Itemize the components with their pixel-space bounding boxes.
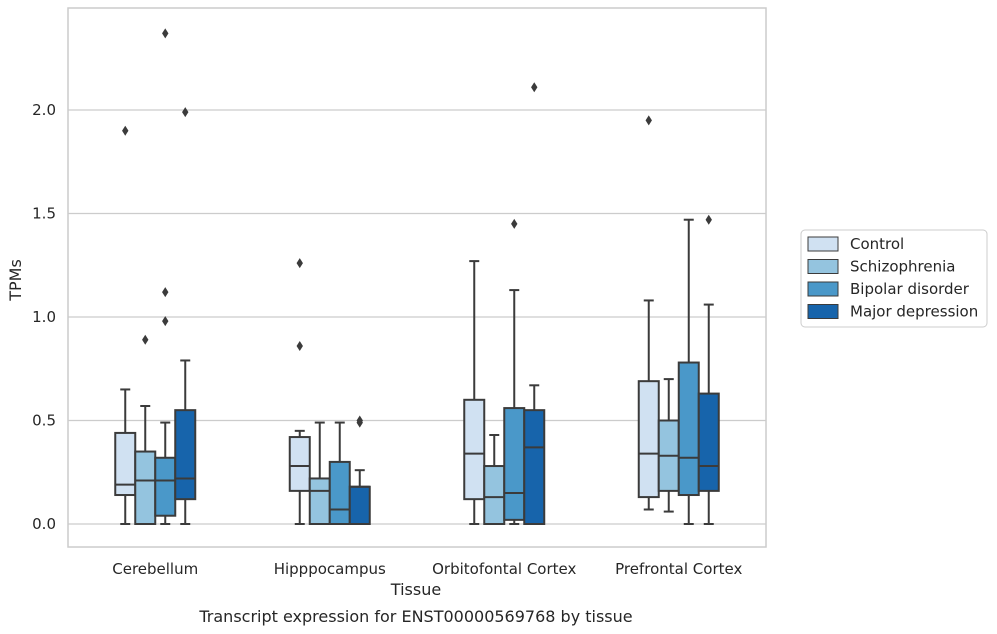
box — [483, 465, 506, 526]
box-group — [174, 107, 197, 525]
legend-frame — [800, 229, 988, 328]
box-series — [114, 28, 720, 526]
box — [697, 392, 720, 492]
y-tick-label: 1.0 — [32, 308, 56, 326]
box-group — [677, 218, 700, 525]
box-group — [697, 214, 720, 525]
outlier-point — [356, 415, 363, 426]
x-tick-label: Hipppocampus — [274, 560, 386, 578]
legend-label: Schizophrenia — [850, 258, 955, 276]
box — [308, 477, 331, 525]
box — [348, 485, 371, 525]
outlier-point — [645, 115, 652, 126]
chart-caption: Transcript expression for ENST0000056976… — [198, 607, 632, 626]
box — [637, 380, 660, 499]
box — [503, 407, 526, 521]
legend-label: Major depression — [850, 303, 978, 321]
legend-swatch — [807, 281, 839, 297]
box — [288, 436, 311, 492]
outlier-point — [705, 214, 712, 225]
outlier-point — [162, 287, 169, 298]
box-group — [114, 125, 137, 525]
box-group — [503, 218, 526, 525]
outlier-point — [296, 258, 303, 269]
legend-swatch — [807, 236, 839, 252]
box-group — [288, 258, 311, 525]
x-tick-label: Prefrontal Cortex — [615, 560, 742, 578]
box — [523, 409, 546, 525]
outlier-point — [531, 82, 538, 93]
y-axis-ticks: 0.0 0.5 1.0 1.5 2.0 — [32, 101, 56, 533]
box-group — [134, 334, 157, 525]
box-group — [523, 82, 546, 525]
box — [154, 456, 177, 517]
box — [463, 398, 486, 501]
box-group — [328, 421, 351, 525]
outlier-point — [162, 316, 169, 327]
box — [174, 409, 197, 501]
y-tick-label: 1.5 — [32, 205, 56, 223]
outlier-point — [162, 28, 169, 39]
legend-swatch — [807, 259, 839, 274]
x-tick-label: Cerebellum — [112, 560, 198, 578]
outlier-point — [122, 125, 129, 136]
y-tick-label: 0.0 — [32, 515, 56, 533]
box — [114, 431, 137, 497]
legend: Control Schizophrenia Bipolar disorder Majo… — [800, 229, 988, 328]
x-axis-ticks: Cerebellum Hipppocampus Orbitofontal Corte… — [112, 560, 742, 578]
box — [328, 460, 351, 525]
y-tick-label: 2.0 — [32, 101, 56, 119]
box-group — [348, 415, 371, 525]
box-group — [657, 378, 680, 513]
y-axis-title: TPMs — [6, 259, 25, 302]
outlier-point — [296, 340, 303, 351]
box — [134, 450, 157, 525]
legend-swatch — [807, 304, 839, 319]
legend-label: Bipolar disorder — [850, 280, 970, 298]
box — [677, 361, 700, 497]
outlier-point — [182, 107, 189, 118]
outlier-point — [142, 334, 149, 345]
legend-label: Control — [850, 235, 904, 253]
box-group — [463, 260, 486, 525]
y-tick-label: 0.5 — [32, 412, 56, 430]
box-group — [483, 433, 506, 526]
x-axis-title: Tissue — [390, 580, 441, 599]
x-tick-label: Orbitofontal Cortex — [432, 560, 576, 578]
outlier-point — [511, 218, 518, 229]
